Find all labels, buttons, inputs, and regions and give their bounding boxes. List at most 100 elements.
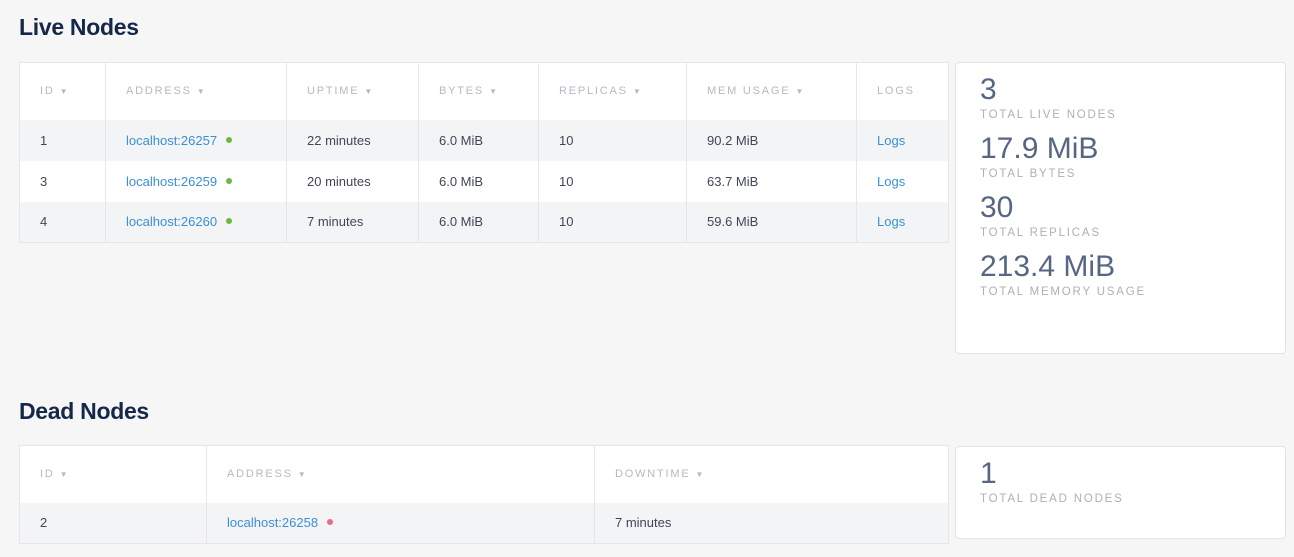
dead-nodes-title: Dead Nodes	[19, 398, 149, 424]
uptime-value: 7 minutes	[307, 214, 364, 230]
id-value: 2	[40, 515, 48, 531]
replicas-value: 10	[559, 214, 574, 230]
cell-address: localhost:26260	[105, 201, 287, 243]
summary-label: TOTAL BYTES	[980, 168, 1077, 180]
cell-address: localhost:26258	[206, 502, 595, 544]
column-header-id[interactable]: ID ▼	[19, 62, 106, 120]
column-label: ID	[40, 85, 55, 98]
column-label: REPLICAS	[559, 85, 628, 98]
cell-mem: 63.7 MiB	[686, 160, 857, 202]
sort-caret-icon[interactable]: ▼	[59, 87, 70, 97]
logs-link[interactable]: Logs	[877, 173, 906, 189]
cell-replicas: 10	[538, 201, 687, 243]
table-row: 4 localhost:26260 7 minutes 6.0 MiB 10 59.6 M…	[19, 201, 949, 243]
id-value: 3	[40, 173, 48, 189]
bytes-value: 6.0 MiB	[439, 173, 484, 189]
cell-uptime: 22 minutes	[286, 119, 419, 161]
column-label: ID	[40, 468, 55, 481]
cell-downtime: 7 minutes	[594, 502, 949, 544]
live-nodes-table: ID ▼ ADDRESS ▼ UPTIME ▼ BYTES ▼ REPLICAS ▼ MEM USA…	[19, 62, 949, 243]
column-header-address[interactable]: ADDRESS ▼	[105, 62, 287, 120]
mem-value: 63.7 MiB	[707, 173, 759, 189]
status-dot-icon	[327, 519, 334, 526]
cell-mem: 90.2 MiB	[686, 119, 857, 161]
summary-label: TOTAL LIVE NODES	[980, 109, 1117, 121]
sort-caret-icon[interactable]: ▼	[297, 470, 308, 480]
cell-replicas: 10	[538, 119, 687, 161]
cell-logs: Logs	[856, 201, 949, 243]
sort-caret-icon[interactable]: ▼	[364, 87, 375, 97]
replicas-value: 10	[559, 173, 574, 189]
uptime-value: 20 minutes	[307, 173, 371, 189]
column-label: UPTIME	[307, 85, 360, 98]
node-address-link[interactable]: localhost:26257	[126, 132, 218, 148]
live-nodes-summary: 3 TOTAL LIVE NODES 17.9 MiB TOTAL BYTES 30 TO…	[955, 62, 1286, 354]
sort-caret-icon[interactable]: ▼	[795, 87, 806, 97]
id-value: 4	[40, 214, 48, 230]
cell-id: 1	[19, 119, 106, 161]
sort-caret-icon[interactable]: ▼	[196, 87, 207, 97]
summary-label: TOTAL DEAD NODES	[980, 493, 1124, 505]
bytes-value: 6.0 MiB	[439, 132, 484, 148]
node-address-link[interactable]: localhost:26258	[227, 515, 319, 531]
cell-logs: Logs	[856, 160, 949, 202]
column-header-address[interactable]: ADDRESS ▼	[206, 445, 595, 503]
sort-caret-icon[interactable]: ▼	[59, 470, 70, 480]
logs-link[interactable]: Logs	[877, 132, 906, 148]
mem-value: 59.6 MiB	[707, 214, 759, 230]
status-dot-icon	[226, 136, 233, 143]
column-header-downtime[interactable]: DOWNTIME ▼	[594, 445, 949, 503]
downtime-value: 7 minutes	[615, 515, 672, 531]
cell-id: 2	[19, 502, 207, 544]
cell-replicas: 10	[538, 160, 687, 202]
cell-bytes: 6.0 MiB	[418, 201, 539, 243]
id-value: 1	[40, 132, 48, 148]
live-nodes-title: Live Nodes	[19, 14, 139, 40]
column-header-logs[interactable]: LOGS	[856, 62, 949, 120]
table-row: 3 localhost:26259 20 minutes 6.0 MiB 10 63.7 …	[19, 160, 949, 202]
summary-value: 1	[980, 457, 997, 490]
column-label: MEM USAGE	[707, 85, 791, 98]
bytes-value: 6.0 MiB	[439, 214, 484, 230]
column-label: LOGS	[877, 85, 915, 98]
column-label: ADDRESS	[227, 468, 293, 481]
cell-uptime: 7 minutes	[286, 201, 419, 243]
cell-id: 4	[19, 201, 106, 243]
summary-value: 3	[980, 73, 997, 106]
cell-bytes: 6.0 MiB	[418, 119, 539, 161]
status-dot-icon	[226, 218, 233, 225]
summary-value: 213.4 MiB	[980, 250, 1116, 283]
replicas-value: 10	[559, 132, 574, 148]
column-header-id[interactable]: ID ▼	[19, 445, 207, 503]
column-label: BYTES	[439, 85, 485, 98]
summary-value: 17.9 MiB	[980, 132, 1099, 165]
cell-address: localhost:26257	[105, 119, 287, 161]
sort-caret-icon[interactable]: ▼	[632, 87, 643, 97]
status-dot-icon	[226, 177, 233, 184]
column-header-mem-usage[interactable]: MEM USAGE ▼	[686, 62, 857, 120]
column-label: DOWNTIME	[615, 468, 691, 481]
node-address-link[interactable]: localhost:26260	[126, 214, 218, 230]
cell-uptime: 20 minutes	[286, 160, 419, 202]
summary-label: TOTAL REPLICAS	[980, 227, 1101, 239]
column-header-replicas[interactable]: REPLICAS ▼	[538, 62, 687, 120]
cell-id: 3	[19, 160, 106, 202]
uptime-value: 22 minutes	[307, 132, 371, 148]
summary-label: TOTAL MEMORY USAGE	[980, 286, 1146, 298]
column-header-bytes[interactable]: BYTES ▼	[418, 62, 539, 120]
sort-caret-icon[interactable]: ▼	[489, 87, 499, 97]
mem-value: 90.2 MiB	[707, 132, 759, 148]
table-row: 2 localhost:26258 7 minutes	[19, 502, 949, 544]
summary-value: 30	[980, 191, 1014, 224]
cell-address: localhost:26259	[105, 160, 287, 202]
column-label: ADDRESS	[126, 85, 192, 98]
node-address-link[interactable]: localhost:26259	[126, 173, 218, 189]
cell-logs: Logs	[856, 119, 949, 161]
cell-mem: 59.6 MiB	[686, 201, 857, 243]
sort-caret-icon[interactable]: ▼	[695, 470, 706, 480]
table-row: 1 localhost:26257 22 minutes 6.0 MiB 10 90.2 …	[19, 119, 949, 161]
logs-link[interactable]: Logs	[877, 214, 906, 230]
column-header-uptime[interactable]: UPTIME ▼	[286, 62, 419, 120]
dead-nodes-summary: 1 TOTAL DEAD NODES	[955, 446, 1286, 539]
dead-nodes-table: ID ▼ ADDRESS ▼ DOWNTIME ▼ 2 localhost:26258 7 mi…	[19, 445, 949, 544]
